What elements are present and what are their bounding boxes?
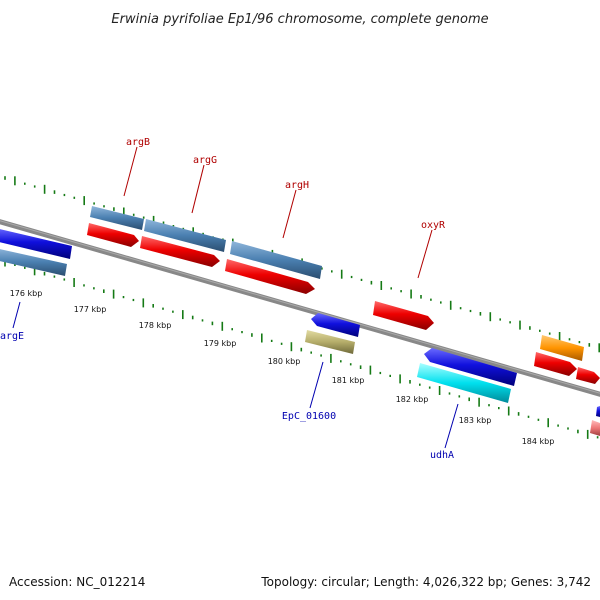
leader-argB <box>123 146 138 197</box>
kbp-tick-label: 179 kbp <box>204 339 237 348</box>
gene-arrow-argB[interactable] <box>87 223 139 247</box>
kbp-tick-label: 177 kbp <box>74 305 107 314</box>
gene-arrow-oxyR[interactable] <box>373 301 434 330</box>
kbp-tick-label: 183 kbp <box>459 416 492 425</box>
genome-summary-text: Topology: circular; Length: 4,026,322 bp… <box>260 575 591 589</box>
gene-label[interactable]: oxyR <box>421 220 446 231</box>
gene-label[interactable]: argE <box>0 331 24 342</box>
gene-labels: argB argG argH oxyR argE EpC_01600 udhA <box>0 137 454 461</box>
kbp-tick-label: 176 kbp <box>10 289 43 298</box>
cds-feature-argH[interactable] <box>230 241 322 279</box>
cds-feature-argB[interactable] <box>90 206 144 230</box>
feature-pink[interactable] <box>590 420 600 436</box>
gene-arrow-udhA[interactable] <box>424 348 517 386</box>
gc-content-track-lower <box>4 257 599 439</box>
gene-label[interactable]: EpC_01600 <box>282 411 336 422</box>
gene-label[interactable]: argG <box>193 155 217 166</box>
leader-udhA <box>444 403 459 449</box>
kbp-tick-label: 178 kbp <box>139 321 172 330</box>
gene-arrow-right-1[interactable] <box>534 352 577 376</box>
gene-arrow-edge-blue[interactable] <box>596 406 600 417</box>
leader-argG <box>191 164 205 214</box>
accession-text: Accession: NC_012214 <box>9 575 145 589</box>
feature-track <box>0 206 600 436</box>
kbp-tick-label: 180 kbp <box>268 357 301 366</box>
gene-arrow-argE-left[interactable] <box>0 228 72 259</box>
feature-orange[interactable] <box>540 335 584 361</box>
feature-olive[interactable] <box>305 330 355 354</box>
genome-backbone-highlight <box>0 220 600 394</box>
label-leaders <box>12 146 459 449</box>
gene-label[interactable]: argB <box>126 137 150 148</box>
cds-feature-argE[interactable] <box>0 248 67 276</box>
kbp-tick-label: 184 kbp <box>522 437 555 446</box>
map-title: Erwinia pyrifoliae Ep1/96 chromosome, co… <box>111 12 488 27</box>
genome-backbone <box>0 219 600 397</box>
gene-label[interactable]: argH <box>285 180 309 191</box>
kbp-tick-label: 181 kbp <box>332 376 365 385</box>
gene-arrow-right-2[interactable] <box>576 367 600 384</box>
kbp-tick-label: 182 kbp <box>396 395 429 404</box>
kbp-scale: 176 kbp 177 kbp 178 kbp 179 kbp 180 kbp … <box>10 289 555 446</box>
leader-argH <box>282 189 297 239</box>
gene-arrow-argH[interactable] <box>225 259 315 294</box>
cds-feature-argG[interactable] <box>144 219 226 252</box>
leader-oxyR <box>417 229 433 279</box>
leader-argE <box>12 301 21 329</box>
leader-EpC_01600 <box>309 361 324 409</box>
gene-arrow-argG[interactable] <box>140 236 220 267</box>
gene-label[interactable]: udhA <box>430 450 454 461</box>
feature-cyan[interactable] <box>417 363 511 403</box>
gene-arrow-EpC_01600[interactable] <box>311 313 360 337</box>
